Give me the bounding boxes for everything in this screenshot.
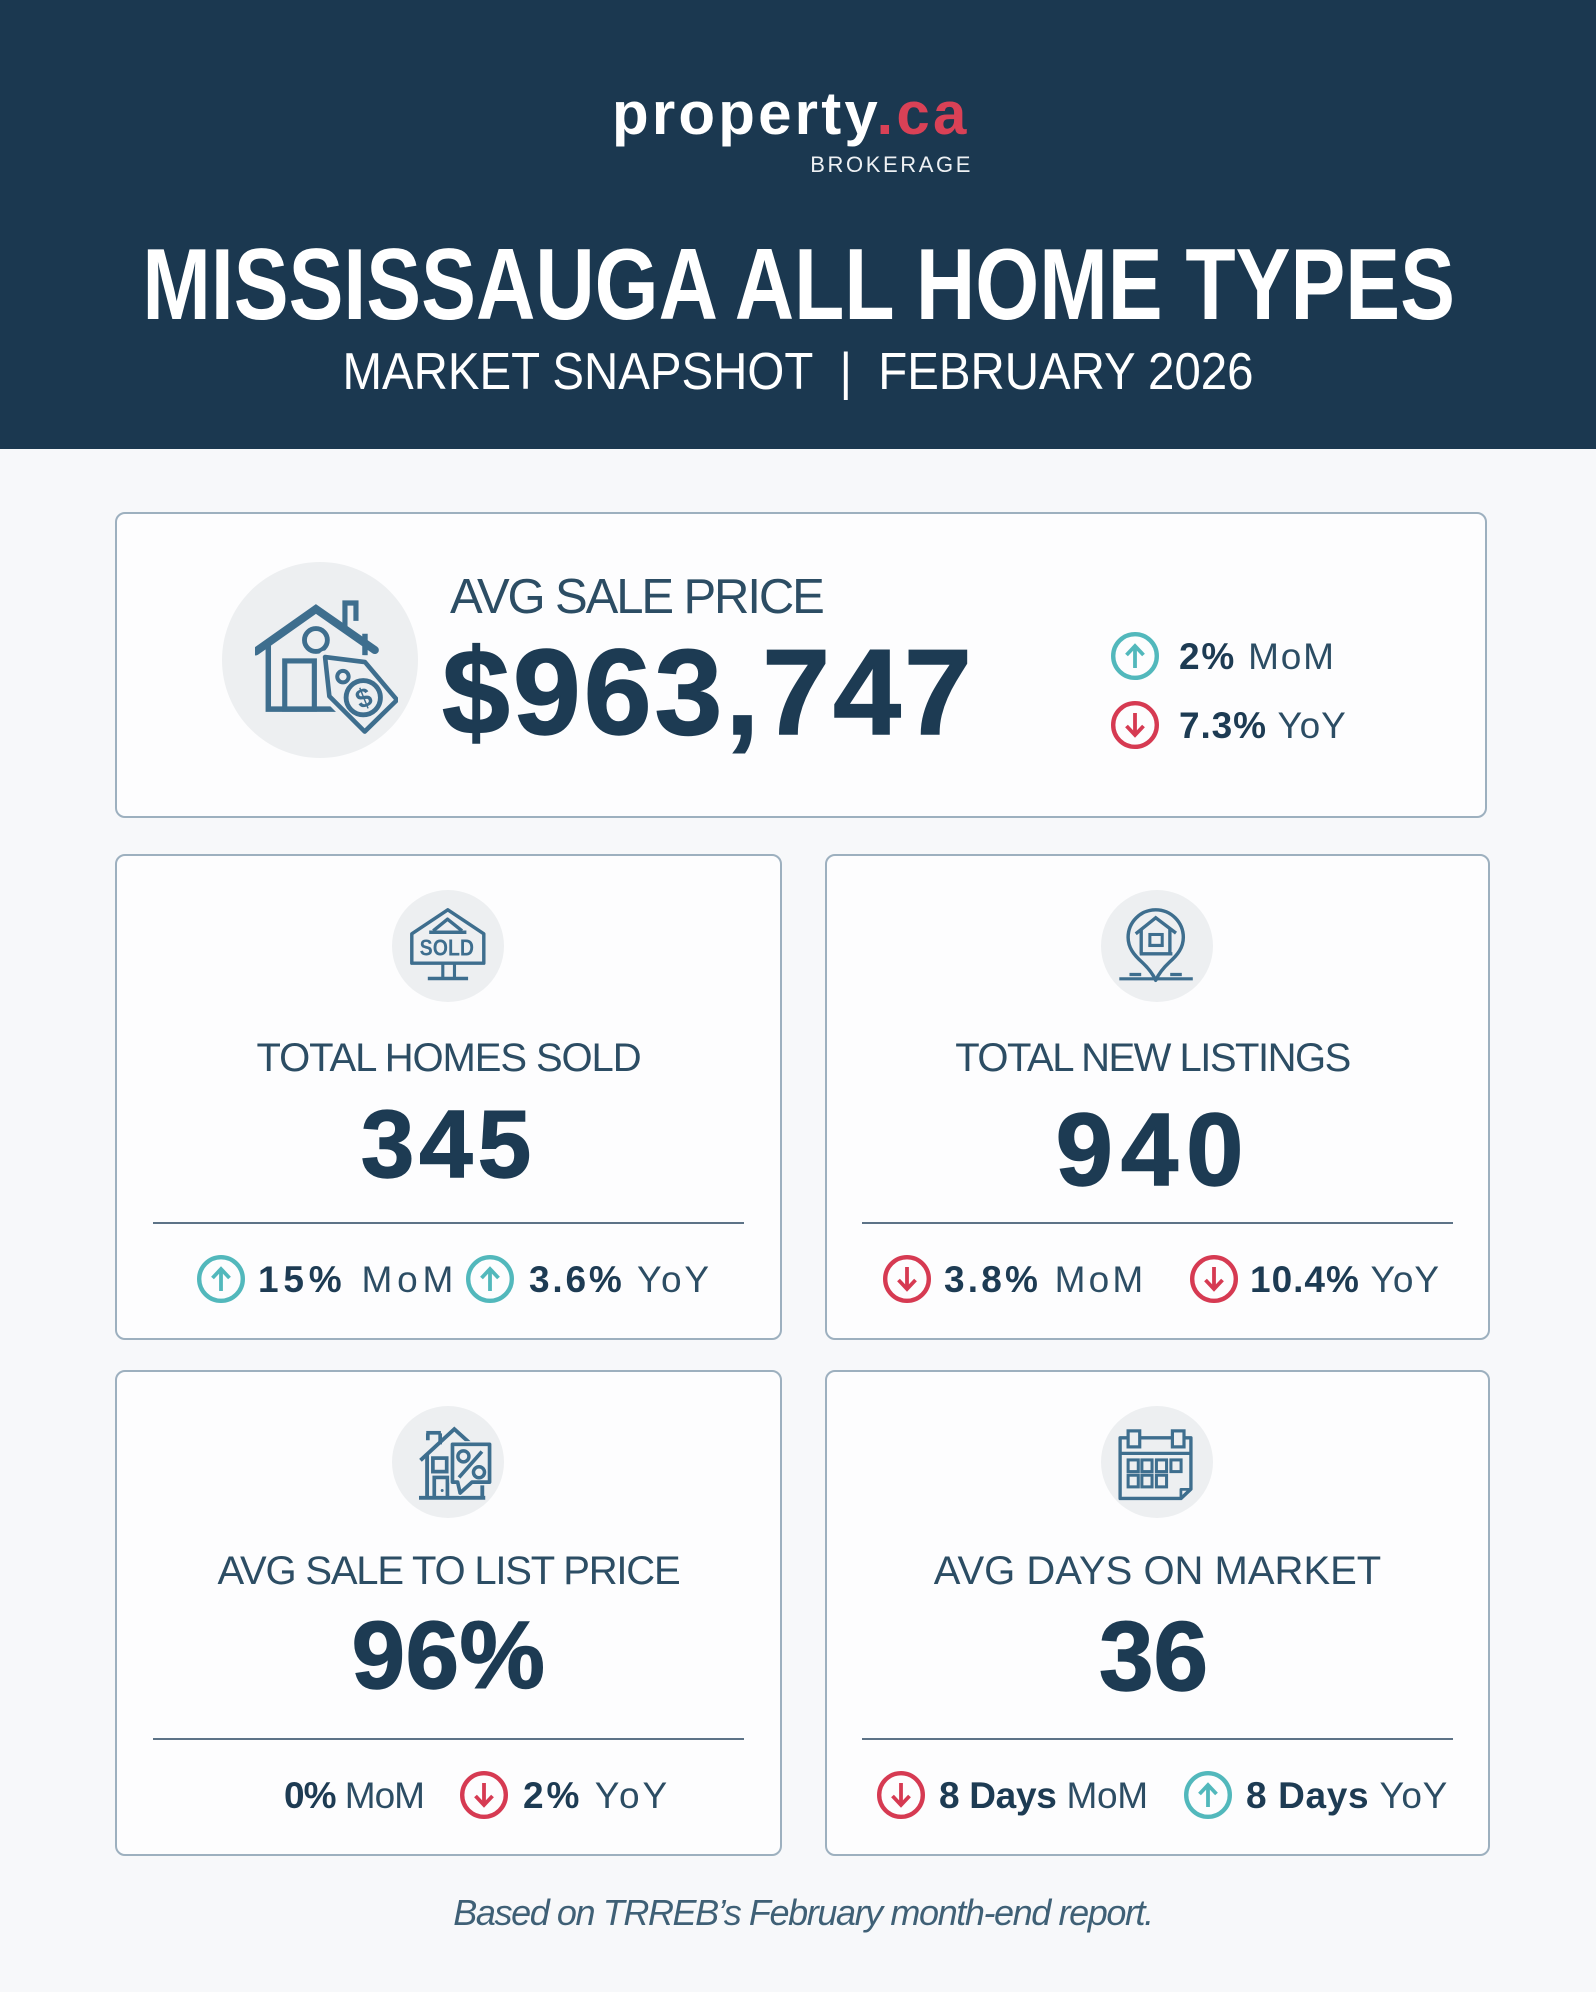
svg-text:SOLD: SOLD (420, 935, 474, 961)
